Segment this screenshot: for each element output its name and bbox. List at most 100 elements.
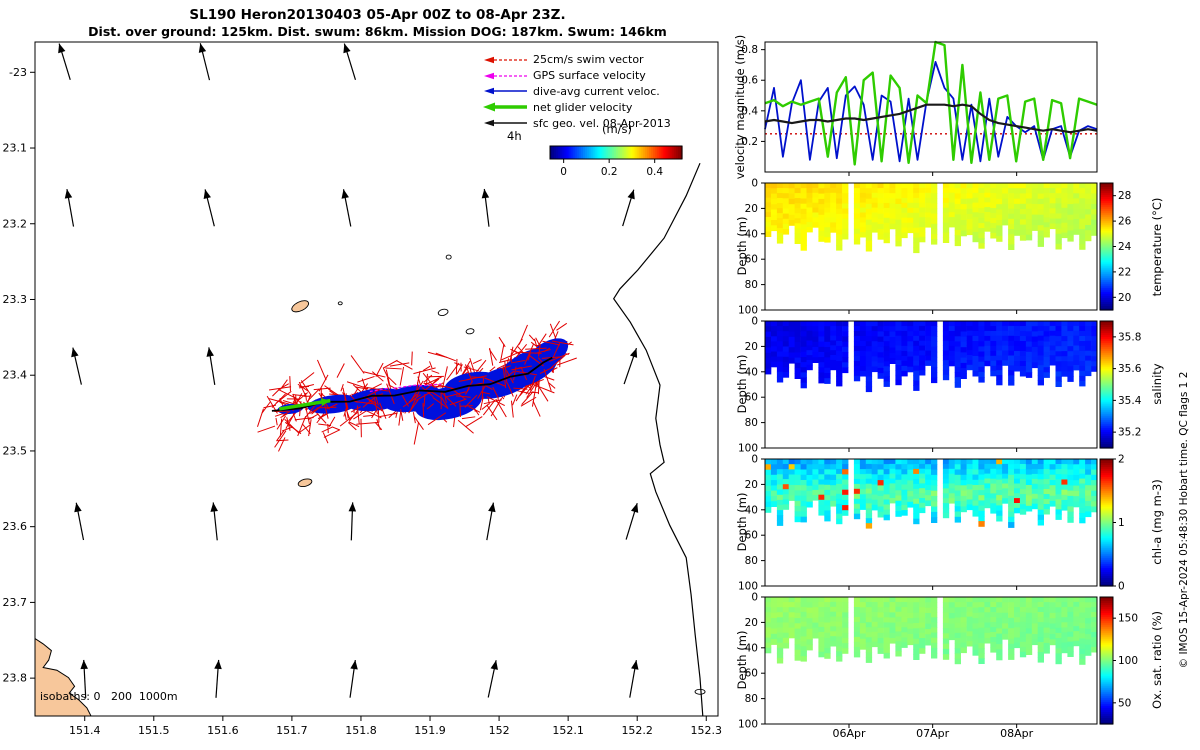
svg-text:23.5: 23.5 bbox=[3, 444, 28, 457]
svg-text:20: 20 bbox=[1118, 292, 1131, 304]
legend-item: sfc geo. vel. 08-Apr-2013 bbox=[482, 115, 671, 131]
svg-text:60: 60 bbox=[745, 392, 758, 404]
svg-text:28: 28 bbox=[1118, 190, 1131, 202]
svg-text:80: 80 bbox=[745, 693, 758, 705]
svg-text:06Apr: 06Apr bbox=[832, 727, 866, 740]
svg-text:0.6: 0.6 bbox=[741, 75, 758, 87]
svg-text:60: 60 bbox=[745, 668, 758, 680]
svg-text:151.9: 151.9 bbox=[414, 724, 446, 737]
svg-text:23.4: 23.4 bbox=[3, 369, 28, 382]
svg-text:0.2: 0.2 bbox=[741, 136, 758, 148]
legend-item: 25cm/s swim vector bbox=[482, 52, 671, 68]
svg-text:152: 152 bbox=[489, 724, 510, 737]
temperature-colorbar-label: temperature (°C) bbox=[1150, 197, 1164, 297]
depth-axis-label: Depth (m) bbox=[735, 492, 749, 552]
svg-text:40: 40 bbox=[745, 642, 758, 654]
dive-avg-current-arrow-icon bbox=[484, 88, 527, 95]
legend-item-label: net glider velocity bbox=[533, 100, 633, 114]
svg-text:08Apr: 08Apr bbox=[1000, 727, 1034, 740]
svg-text:100: 100 bbox=[738, 443, 758, 455]
oxygen-colorbar-label: Ox. sat. ratio (%) bbox=[1150, 610, 1164, 710]
svg-text:152.1: 152.1 bbox=[552, 724, 584, 737]
svg-text:0: 0 bbox=[751, 592, 758, 604]
svg-text:0: 0 bbox=[751, 316, 758, 328]
depth-section-panels: 0204060801000204060801000204060801000204… bbox=[738, 178, 1098, 731]
salinity-colorbar-label: salinity bbox=[1150, 363, 1164, 405]
svg-text:0: 0 bbox=[560, 166, 567, 178]
swim-vector-arrow-icon bbox=[484, 56, 527, 64]
legend-item-label: 25cm/s swim vector bbox=[533, 53, 644, 67]
gps-velocity-arrow-icon bbox=[484, 72, 527, 79]
svg-text:100: 100 bbox=[738, 581, 758, 593]
svg-text:100: 100 bbox=[738, 305, 758, 317]
svg-text:35.6: 35.6 bbox=[1118, 363, 1142, 375]
svg-text:0: 0 bbox=[751, 454, 758, 466]
svg-text:35.4: 35.4 bbox=[1118, 395, 1142, 407]
svg-text:20: 20 bbox=[745, 479, 758, 491]
svg-text:0: 0 bbox=[1118, 581, 1125, 593]
map-colorbar-title: (m/s) bbox=[601, 122, 633, 136]
svg-text:40: 40 bbox=[745, 504, 758, 516]
depth-axis-label: Depth (m) bbox=[735, 216, 749, 276]
svg-text:23.3: 23.3 bbox=[3, 293, 28, 306]
svg-text:-23: -23 bbox=[9, 66, 27, 79]
depth-axis-label: Depth (m) bbox=[735, 630, 749, 690]
svg-text:35.8: 35.8 bbox=[1118, 331, 1141, 343]
svg-text:152.3: 152.3 bbox=[691, 724, 723, 737]
svg-text:23.8: 23.8 bbox=[3, 672, 28, 685]
svg-text:100: 100 bbox=[738, 719, 758, 731]
chla-colorbar-label: chl-a (mg m-3) bbox=[1150, 479, 1164, 565]
svg-text:1: 1 bbox=[1118, 517, 1125, 529]
svg-text:152.2: 152.2 bbox=[621, 724, 653, 737]
svg-text:23.6: 23.6 bbox=[3, 520, 28, 533]
svg-text:151.8: 151.8 bbox=[345, 724, 377, 737]
credit-text: © IMOS 15-Apr-2024 05:48:30 Hobart time.… bbox=[1178, 371, 1190, 669]
map-legend: 25cm/s swim vector GPS surface velocity … bbox=[482, 52, 671, 131]
svg-text:23.7: 23.7 bbox=[3, 596, 28, 609]
svg-text:0.4: 0.4 bbox=[646, 166, 663, 178]
svg-text:151.5: 151.5 bbox=[138, 724, 170, 737]
svg-text:100: 100 bbox=[1118, 655, 1138, 667]
svg-text:151.4: 151.4 bbox=[69, 724, 101, 737]
svg-text:80: 80 bbox=[745, 279, 758, 291]
velocity-panel: 0.2 0.4 0.6 0.8 bbox=[741, 40, 1098, 176]
svg-text:20: 20 bbox=[745, 203, 758, 215]
legend-item-label: sfc geo. vel. 08-Apr-2013 bbox=[533, 116, 671, 130]
svg-text:60: 60 bbox=[745, 530, 758, 542]
vector-scale-label: 4h bbox=[507, 129, 522, 143]
svg-text:0.2: 0.2 bbox=[601, 166, 618, 178]
svg-text:151.7: 151.7 bbox=[276, 724, 308, 737]
svg-text:80: 80 bbox=[745, 555, 758, 567]
svg-text:0: 0 bbox=[751, 178, 758, 190]
svg-text:2: 2 bbox=[1118, 454, 1125, 466]
legend-item: net glider velocity bbox=[482, 99, 671, 115]
velocity-axis-label: velocity magnitude (m/s) bbox=[733, 34, 747, 180]
svg-text:151.6: 151.6 bbox=[207, 724, 239, 737]
svg-text:150: 150 bbox=[1118, 613, 1138, 625]
svg-text:0.4: 0.4 bbox=[741, 105, 758, 117]
net-glider-velocity-arrow-icon bbox=[483, 102, 527, 112]
svg-text:0.8: 0.8 bbox=[741, 44, 758, 56]
svg-text:35.2: 35.2 bbox=[1118, 427, 1141, 439]
svg-text:80: 80 bbox=[745, 417, 758, 429]
svg-text:40: 40 bbox=[745, 228, 758, 240]
sfc-geo-velocity-arrow-icon bbox=[484, 119, 527, 127]
svg-text:23.2: 23.2 bbox=[3, 217, 28, 230]
svg-text:40: 40 bbox=[745, 366, 758, 378]
isobaths-label: isobaths: 0 200 1000m bbox=[40, 690, 178, 703]
figure-title: SL190 Heron20130403 05-Apr 00Z to 08-Apr… bbox=[189, 7, 566, 23]
legend-item-label: GPS surface velocity bbox=[533, 69, 646, 83]
svg-text:22: 22 bbox=[1118, 266, 1131, 278]
figure-subtitle: Dist. over ground: 125km. Dist. swum: 86… bbox=[88, 24, 667, 39]
legend-item: dive-avg current veloc. bbox=[482, 84, 671, 100]
svg-text:07Apr: 07Apr bbox=[916, 727, 950, 740]
svg-text:20: 20 bbox=[745, 617, 758, 629]
svg-text:50: 50 bbox=[1118, 697, 1131, 709]
svg-text:26: 26 bbox=[1118, 216, 1132, 228]
svg-text:23.1: 23.1 bbox=[3, 142, 28, 155]
svg-text:24: 24 bbox=[1118, 241, 1132, 253]
svg-text:60: 60 bbox=[745, 254, 758, 266]
depth-axis-label: Depth (m) bbox=[735, 354, 749, 414]
